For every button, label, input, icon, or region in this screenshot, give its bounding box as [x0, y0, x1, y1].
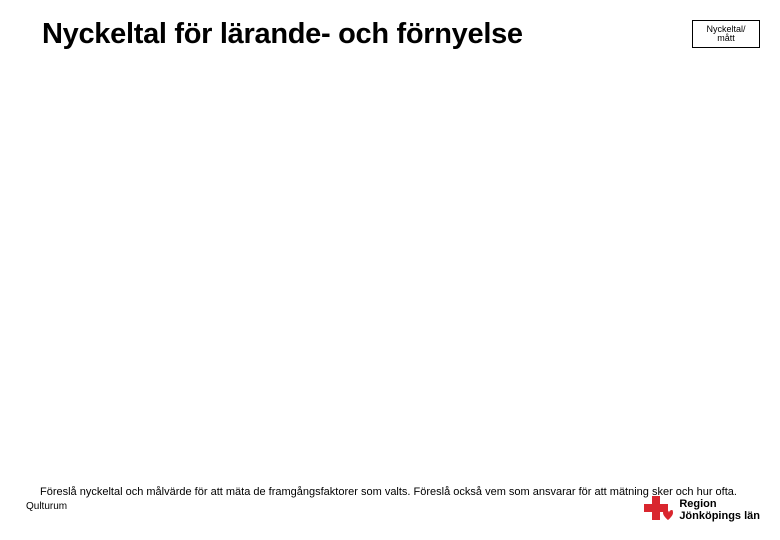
logo-line1: Region — [679, 498, 760, 510]
badge-text: Nyckeltal/mått — [706, 25, 745, 44]
footer-instruction: Föreslå nyckeltal och målvärde för att m… — [40, 485, 740, 500]
slide-header: Nyckeltal för lärande- och förnyelse Nyc… — [42, 18, 760, 51]
logo-text: Region Jönköpings län — [679, 498, 760, 522]
metric-badge: Nyckeltal/mått — [692, 20, 760, 48]
region-logo: Region Jönköpings län — [641, 494, 760, 526]
logo-mark-icon — [641, 494, 673, 526]
logo-line2: Jönköpings län — [679, 510, 760, 522]
qulturum-label: Qulturum — [26, 501, 67, 512]
slide-title: Nyckeltal för lärande- och förnyelse — [42, 18, 523, 51]
